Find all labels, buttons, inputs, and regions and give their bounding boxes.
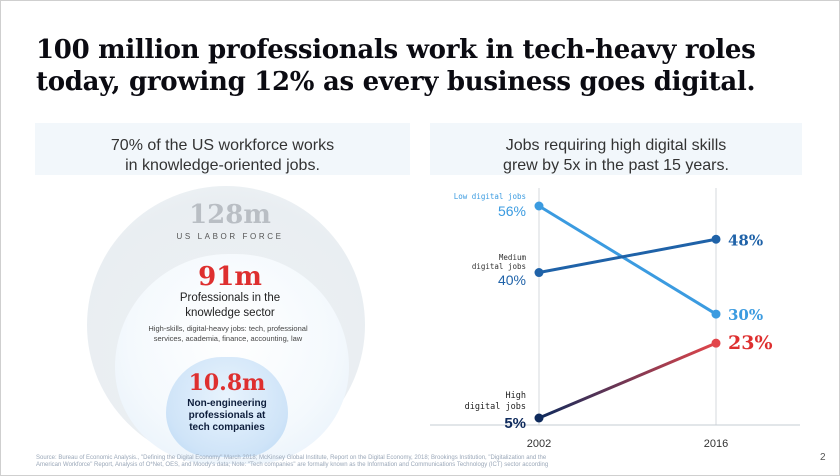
knowledge-desc-line1: High-skills, digital-heavy jobs: tech, p… — [148, 324, 308, 333]
x-tick-2016: 2016 — [704, 438, 728, 450]
medium-point-2016 — [711, 234, 721, 244]
left-heading-line1: 70% of the US workforce works — [110, 137, 335, 154]
tech-companies-label: Non-engineering professionals at tech co… — [165, 398, 289, 434]
high-series-name-line1: High — [506, 391, 526, 401]
high-series-name-line2: digital jobs — [465, 402, 526, 412]
knowledge-desc-line2: services, academia, finance, accounting,… — [153, 334, 303, 343]
tech-label-line1: Non-engineering — [187, 398, 267, 409]
knowledge-sector-value: 91m — [198, 262, 262, 292]
right-heading-line1: Jobs requiring high digital skills — [505, 137, 727, 154]
low-series-name: Low digital jobs — [454, 192, 526, 201]
labor-force-value: 128m — [189, 200, 271, 230]
knowledge-label-line2: knowledge sector — [185, 307, 275, 319]
medium-point-2002 — [534, 268, 544, 278]
right-heading-line2: grew by 5x in the past 15 years. — [503, 157, 729, 174]
knowledge-sector-label: Professionals in the knowledge sector — [150, 291, 310, 321]
high-series-line — [538, 341, 717, 420]
high-start-label: 5% — [504, 415, 526, 432]
low-end-label: 30% — [728, 306, 763, 324]
high-point-2002 — [534, 413, 544, 423]
medium-series-line — [538, 237, 717, 274]
right-panel-header: Jobs requiring high digital skills grew … — [430, 123, 802, 175]
low-point-2002 — [534, 201, 544, 211]
source-footnote: Source: Bureau of Economic Analysis., "D… — [36, 455, 736, 469]
medium-series-name-line2: digital jobs — [472, 262, 526, 271]
low-start-label: 56% — [498, 203, 526, 219]
left-panel-header: 70% of the US workforce works in knowled… — [35, 123, 410, 175]
source-line2: American Workforce" Report, Analysis of … — [36, 462, 549, 468]
labor-force-label: US LABOR FORCE — [176, 232, 284, 241]
source-line1: Source: Bureau of Economic Analysis., "D… — [36, 455, 547, 461]
medium-start-label: 40% — [498, 272, 526, 288]
tech-companies-value: 10.8m — [188, 370, 266, 396]
knowledge-sector-description: High-skills, digital-heavy jobs: tech, p… — [128, 324, 328, 344]
tech-label-line2: professionals at — [188, 410, 266, 421]
medium-series-name-line1: Medium — [499, 253, 527, 262]
low-point-2016 — [711, 309, 721, 319]
high-end-label: 23% — [728, 332, 773, 354]
knowledge-label-line1: Professionals in the — [179, 292, 281, 304]
left-panel-heading: 70% of the US workforce works in knowled… — [35, 136, 410, 176]
slide-title: 100 million professionals work in tech-h… — [36, 35, 756, 97]
left-heading-line2: in knowledge-oriented jobs. — [125, 157, 320, 174]
low-series-line — [538, 204, 717, 316]
x-tick-2002: 2002 — [527, 438, 551, 450]
medium-end-label: 48% — [728, 231, 763, 249]
right-panel-heading: Jobs requiring high digital skills grew … — [430, 136, 802, 176]
high-point-2016 — [711, 338, 721, 348]
page-number: 2 — [820, 452, 826, 463]
tech-label-line3: tech companies — [189, 422, 265, 433]
tech-companies-circle — [166, 357, 288, 457]
